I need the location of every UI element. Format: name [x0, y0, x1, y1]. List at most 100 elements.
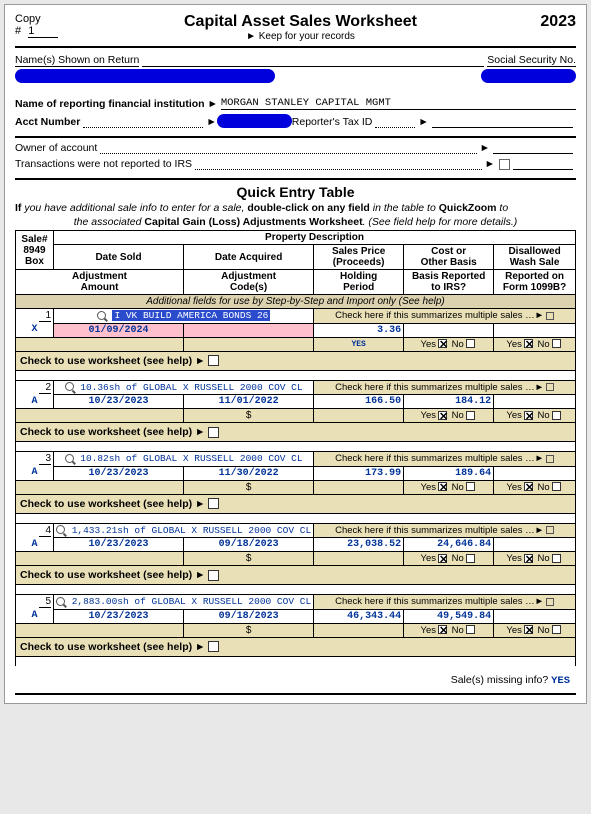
summarize-check[interactable]: Check here if this summarizes multiple s… — [314, 309, 576, 324]
box-8949[interactable]: A — [16, 395, 54, 409]
date-acq-cell[interactable]: 09/18/2023 — [184, 538, 314, 552]
cost-cell[interactable]: 189.64 — [404, 466, 494, 480]
box-8949[interactable]: A — [16, 538, 54, 552]
date-sold-cell[interactable]: 10/23/2023 — [54, 609, 184, 623]
worksheet-checkbox[interactable] — [208, 355, 219, 366]
date-sold-cell[interactable]: 10/23/2023 — [54, 466, 184, 480]
holding-cell[interactable] — [314, 480, 404, 494]
property-description[interactable]: 10.82sh of GLOBAL X RUSSELL 2000 COV CL — [54, 452, 314, 467]
adj-code-cell[interactable]: $ — [184, 552, 314, 566]
sale-row-values[interactable]: A 10/23/2023 11/30/2022 173.99 189.64 — [16, 466, 576, 480]
sale-row-desc[interactable]: 5 2,883.00sh of GLOBAL X RUSSELL 2000 CO… — [16, 595, 576, 610]
adj-code-cell[interactable]: $ — [184, 623, 314, 637]
sale-row-values[interactable]: A 10/23/2023 09/18/2023 23,038.52 24,646… — [16, 538, 576, 552]
worksheet-checkbox[interactable] — [208, 570, 219, 581]
date-sold-cell[interactable]: 10/23/2023 — [54, 395, 184, 409]
price-cell[interactable]: 23,038.52 — [314, 538, 404, 552]
price-cell[interactable]: 173.99 — [314, 466, 404, 480]
date-acq-cell[interactable] — [184, 323, 314, 337]
basis-yn[interactable]: Yes✕ No — [404, 480, 494, 494]
sale-row-values[interactable]: A 10/23/2023 11/01/2022 166.50 184.12 — [16, 395, 576, 409]
adj-amount-cell[interactable] — [16, 480, 184, 494]
sale-row-adj[interactable]: YES Yes✕ No Yes✕ No — [16, 337, 576, 351]
date-acq-cell[interactable]: 11/30/2022 — [184, 466, 314, 480]
date-sold-cell[interactable]: 01/09/2024 — [54, 323, 184, 337]
summarize-check[interactable]: Check here if this summarizes multiple s… — [314, 452, 576, 467]
box-8949[interactable]: A — [16, 466, 54, 480]
sale-row-adj[interactable]: $ Yes✕ No Yes✕ No — [16, 552, 576, 566]
property-description[interactable]: 2,883.00sh of GLOBAL X RUSSELL 2000 COV … — [54, 595, 314, 610]
worksheet-check-row[interactable]: Check to use worksheet (see help) ► — [16, 351, 576, 370]
adj-code-cell[interactable] — [184, 337, 314, 351]
sale-row-desc[interactable]: 3 10.82sh of GLOBAL X RUSSELL 2000 COV C… — [16, 452, 576, 467]
summarize-check[interactable]: Check here if this summarizes multiple s… — [314, 595, 576, 610]
sale-number: 2 — [16, 380, 54, 395]
price-cell[interactable]: 166.50 — [314, 395, 404, 409]
wash-cell[interactable] — [494, 609, 576, 623]
magnify-icon[interactable] — [97, 311, 107, 321]
sale-row-desc[interactable]: 1 I VK BUILD AMERICA BONDS 26 Check here… — [16, 309, 576, 324]
price-cell[interactable]: 46,343.44 — [314, 609, 404, 623]
sale-row-adj[interactable]: $ Yes✕ No Yes✕ No — [16, 623, 576, 637]
sale-row-desc[interactable]: 2 10.36sh of GLOBAL X RUSSELL 2000 COV C… — [16, 380, 576, 395]
cost-cell[interactable]: 24,646.84 — [404, 538, 494, 552]
not-reported-checkbox[interactable] — [499, 159, 510, 170]
magnify-icon[interactable] — [56, 525, 66, 535]
sale-row-desc[interactable]: 4 1,433.21sh of GLOBAL X RUSSELL 2000 CO… — [16, 523, 576, 538]
adj-amount-cell[interactable] — [16, 409, 184, 423]
worksheet-checkbox[interactable] — [208, 498, 219, 509]
property-description[interactable]: 10.36sh of GLOBAL X RUSSELL 2000 COV CL — [54, 380, 314, 395]
summarize-check[interactable]: Check here if this summarizes multiple s… — [314, 523, 576, 538]
date-sold-cell[interactable]: 10/23/2023 — [54, 538, 184, 552]
worksheet-check-row[interactable]: Check to use worksheet (see help) ► — [16, 637, 576, 656]
basis-yn[interactable]: Yes✕ No — [404, 552, 494, 566]
worksheet-check-row[interactable]: Check to use worksheet (see help) ► — [16, 494, 576, 513]
sale-row-adj[interactable]: $ Yes✕ No Yes✕ No — [16, 409, 576, 423]
reported-yn[interactable]: Yes✕ No — [494, 480, 576, 494]
holding-cell[interactable] — [314, 409, 404, 423]
summarize-check[interactable]: Check here if this summarizes multiple s… — [314, 380, 576, 395]
date-acq-cell[interactable]: 11/01/2022 — [184, 395, 314, 409]
reported-yn[interactable]: Yes✕ No — [494, 552, 576, 566]
magnify-icon[interactable] — [65, 454, 75, 464]
reported-yn[interactable]: Yes✕ No — [494, 337, 576, 351]
magnify-icon[interactable] — [65, 382, 75, 392]
holding-cell[interactable]: YES — [314, 337, 404, 351]
wash-cell[interactable] — [494, 395, 576, 409]
worksheet-checkbox[interactable] — [208, 641, 219, 652]
reported-yn[interactable]: Yes✕ No — [494, 409, 576, 423]
property-description[interactable]: I VK BUILD AMERICA BONDS 26 — [54, 309, 314, 324]
spacer — [16, 656, 576, 666]
wash-cell[interactable] — [494, 466, 576, 480]
box-8949[interactable]: X — [16, 323, 54, 337]
adj-code-cell[interactable]: $ — [184, 409, 314, 423]
property-description[interactable]: 1,433.21sh of GLOBAL X RUSSELL 2000 COV … — [54, 523, 314, 538]
basis-yn[interactable]: Yes✕ No — [404, 337, 494, 351]
adj-code-cell[interactable]: $ — [184, 480, 314, 494]
holding-cell[interactable] — [314, 623, 404, 637]
wash-cell[interactable] — [494, 323, 576, 337]
worksheet-check-row[interactable]: Check to use worksheet (see help) ► — [16, 566, 576, 585]
box-8949[interactable]: A — [16, 609, 54, 623]
date-acq-cell[interactable]: 09/18/2023 — [184, 609, 314, 623]
basis-yn[interactable]: Yes✕ No — [404, 623, 494, 637]
wash-cell[interactable] — [494, 538, 576, 552]
reported-yn[interactable]: Yes✕ No — [494, 623, 576, 637]
sale-row-values[interactable]: X 01/09/2024 3.36 — [16, 323, 576, 337]
sale-row-adj[interactable]: $ Yes✕ No Yes✕ No — [16, 480, 576, 494]
adj-amount-cell[interactable] — [16, 552, 184, 566]
cost-cell[interactable]: 184.12 — [404, 395, 494, 409]
adj-amount-cell[interactable] — [16, 337, 184, 351]
cost-cell[interactable]: 49,549.84 — [404, 609, 494, 623]
holding-cell[interactable] — [314, 552, 404, 566]
sale-row-values[interactable]: A 10/23/2023 09/18/2023 46,343.44 49,549… — [16, 609, 576, 623]
adj-amount-cell[interactable] — [16, 623, 184, 637]
magnify-icon[interactable] — [56, 597, 66, 607]
basis-yn[interactable]: Yes✕ No — [404, 409, 494, 423]
cost-cell[interactable] — [404, 323, 494, 337]
worksheet-checkbox[interactable] — [208, 427, 219, 438]
price-cell[interactable]: 3.36 — [314, 323, 404, 337]
worksheet-check-row[interactable]: Check to use worksheet (see help) ► — [16, 423, 576, 442]
th-date-acq: Date Acquired — [184, 245, 314, 270]
institution-value[interactable]: MORGAN STANLEY CAPITAL MGMT — [221, 97, 576, 110]
